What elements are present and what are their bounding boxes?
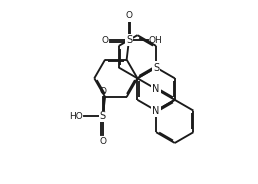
Text: OH: OH	[149, 36, 163, 45]
Text: S: S	[100, 111, 106, 121]
Text: O: O	[101, 36, 108, 45]
Text: S: S	[126, 35, 132, 45]
Text: N: N	[152, 84, 160, 94]
Text: S: S	[153, 63, 159, 72]
Text: HO: HO	[69, 112, 83, 121]
Text: N: N	[152, 106, 160, 116]
Text: O: O	[99, 87, 106, 96]
Text: O: O	[99, 137, 106, 146]
Text: O: O	[125, 11, 132, 20]
